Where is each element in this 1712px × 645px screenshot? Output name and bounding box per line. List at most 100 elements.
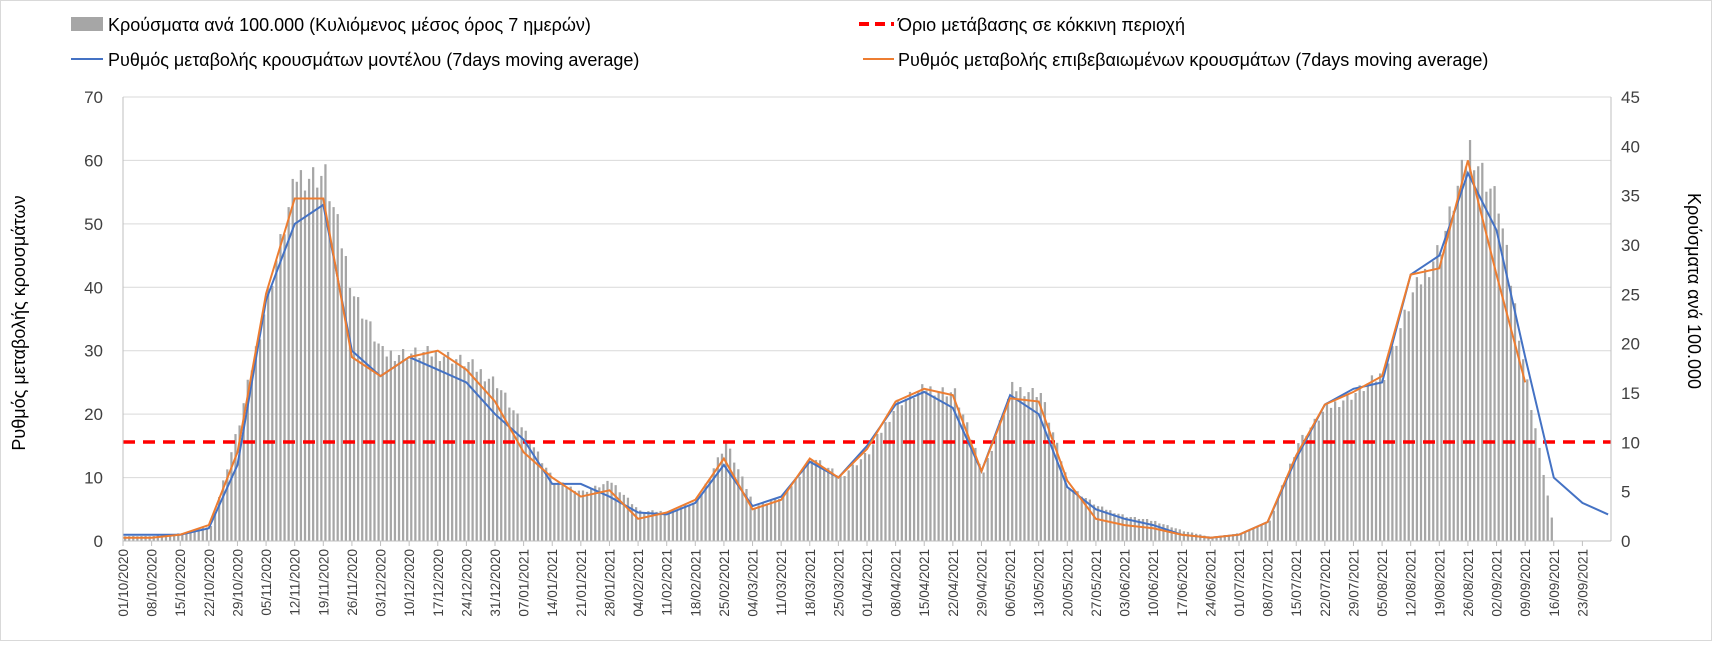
bar (1002, 415, 1006, 541)
bar (336, 214, 339, 541)
bar (994, 435, 997, 541)
bar (414, 347, 417, 541)
bar (671, 509, 675, 541)
bar (602, 484, 605, 541)
bar (569, 486, 572, 541)
bar (320, 175, 323, 541)
bar (978, 463, 981, 541)
bar (663, 512, 666, 541)
x-tick-label: 04/03/2021 (746, 549, 761, 617)
legend-bars-swatch (71, 17, 103, 31)
bar (839, 475, 842, 541)
bar (700, 493, 703, 541)
x-tick-label: 26/08/2021 (1461, 549, 1476, 617)
x-tick-label: 08/04/2021 (889, 549, 904, 617)
bar (528, 443, 531, 541)
bar (773, 498, 777, 541)
y-right-tick-label: 0 (1621, 532, 1630, 551)
bar (912, 397, 916, 541)
bar (201, 527, 204, 541)
bar (254, 346, 258, 541)
bar (156, 535, 159, 541)
bar (872, 444, 875, 541)
bar (1456, 185, 1459, 542)
bar (1011, 381, 1014, 541)
bar (230, 452, 233, 541)
bar (1162, 524, 1165, 541)
bar (798, 476, 801, 541)
bar (365, 319, 368, 541)
bar (1109, 510, 1112, 541)
bar (1105, 509, 1108, 541)
bar (1387, 363, 1390, 541)
bar (271, 285, 274, 541)
bar (218, 496, 221, 541)
bar (1068, 488, 1071, 541)
bar (573, 490, 576, 541)
bar (1150, 520, 1153, 541)
bar (1550, 517, 1553, 541)
bar (757, 505, 760, 541)
bar (185, 532, 188, 541)
axes: 0 10 20 30 40 50 60 70 0 5 10 15 20 25 30 35 40 45 01/10/2… (84, 88, 1640, 617)
bar (344, 256, 347, 541)
bar (1383, 379, 1386, 541)
bar (606, 480, 609, 541)
bar (283, 234, 286, 541)
bar (1252, 528, 1255, 541)
bar (1374, 381, 1378, 541)
bar (193, 530, 196, 541)
x-tick-label: 13/05/2021 (1032, 549, 1047, 617)
bar (1084, 498, 1087, 541)
x-tick-label: 26/11/2020 (345, 549, 360, 616)
y-right-tick-label: 20 (1621, 335, 1640, 354)
bar (1522, 359, 1525, 541)
bar (753, 507, 756, 541)
bar (590, 488, 593, 541)
bar (540, 463, 544, 541)
bar (708, 478, 711, 541)
bar (908, 391, 912, 541)
bar (553, 483, 556, 541)
x-tick-label: 24/06/2021 (1203, 549, 1218, 617)
y-right-tick-label: 30 (1621, 236, 1640, 255)
y-right-tick-label: 5 (1621, 483, 1630, 502)
bar (933, 395, 936, 541)
y-left-tick-label: 10 (84, 469, 103, 488)
line-series (123, 160, 1609, 539)
bar (512, 410, 515, 541)
bar (385, 356, 388, 541)
bar (892, 410, 895, 541)
bar (1195, 533, 1198, 541)
bar (267, 288, 270, 541)
y-left-tick-label: 50 (84, 215, 103, 234)
bar (189, 530, 192, 541)
bar (1513, 303, 1517, 541)
bar (422, 352, 425, 541)
bar (634, 507, 638, 541)
bar (831, 468, 834, 541)
x-tick-label: 18/02/2021 (688, 549, 703, 617)
bar (1076, 491, 1079, 541)
bar (1354, 393, 1357, 541)
legend-confirmed-label: Ρυθμός μεταβολής επιβεβαιωμένων κρουσμάτ… (898, 50, 1488, 70)
bar (491, 376, 495, 541)
bar (1158, 523, 1161, 541)
bar (1481, 162, 1484, 541)
bar (1043, 402, 1047, 541)
bar (1276, 498, 1280, 541)
x-tick-label: 08/10/2020 (145, 549, 160, 617)
x-tick-label: 10/06/2021 (1146, 549, 1161, 617)
bar (1244, 531, 1247, 541)
bar (1088, 499, 1091, 541)
bar (275, 260, 278, 541)
bar (246, 379, 249, 541)
x-tick-label: 29/10/2020 (231, 549, 246, 617)
bar (639, 510, 642, 541)
bar (990, 450, 993, 541)
y-left-tick-label: 20 (84, 405, 103, 424)
bar (876, 433, 879, 541)
bar (1530, 410, 1533, 541)
bar (1468, 140, 1472, 541)
bar (986, 458, 989, 541)
